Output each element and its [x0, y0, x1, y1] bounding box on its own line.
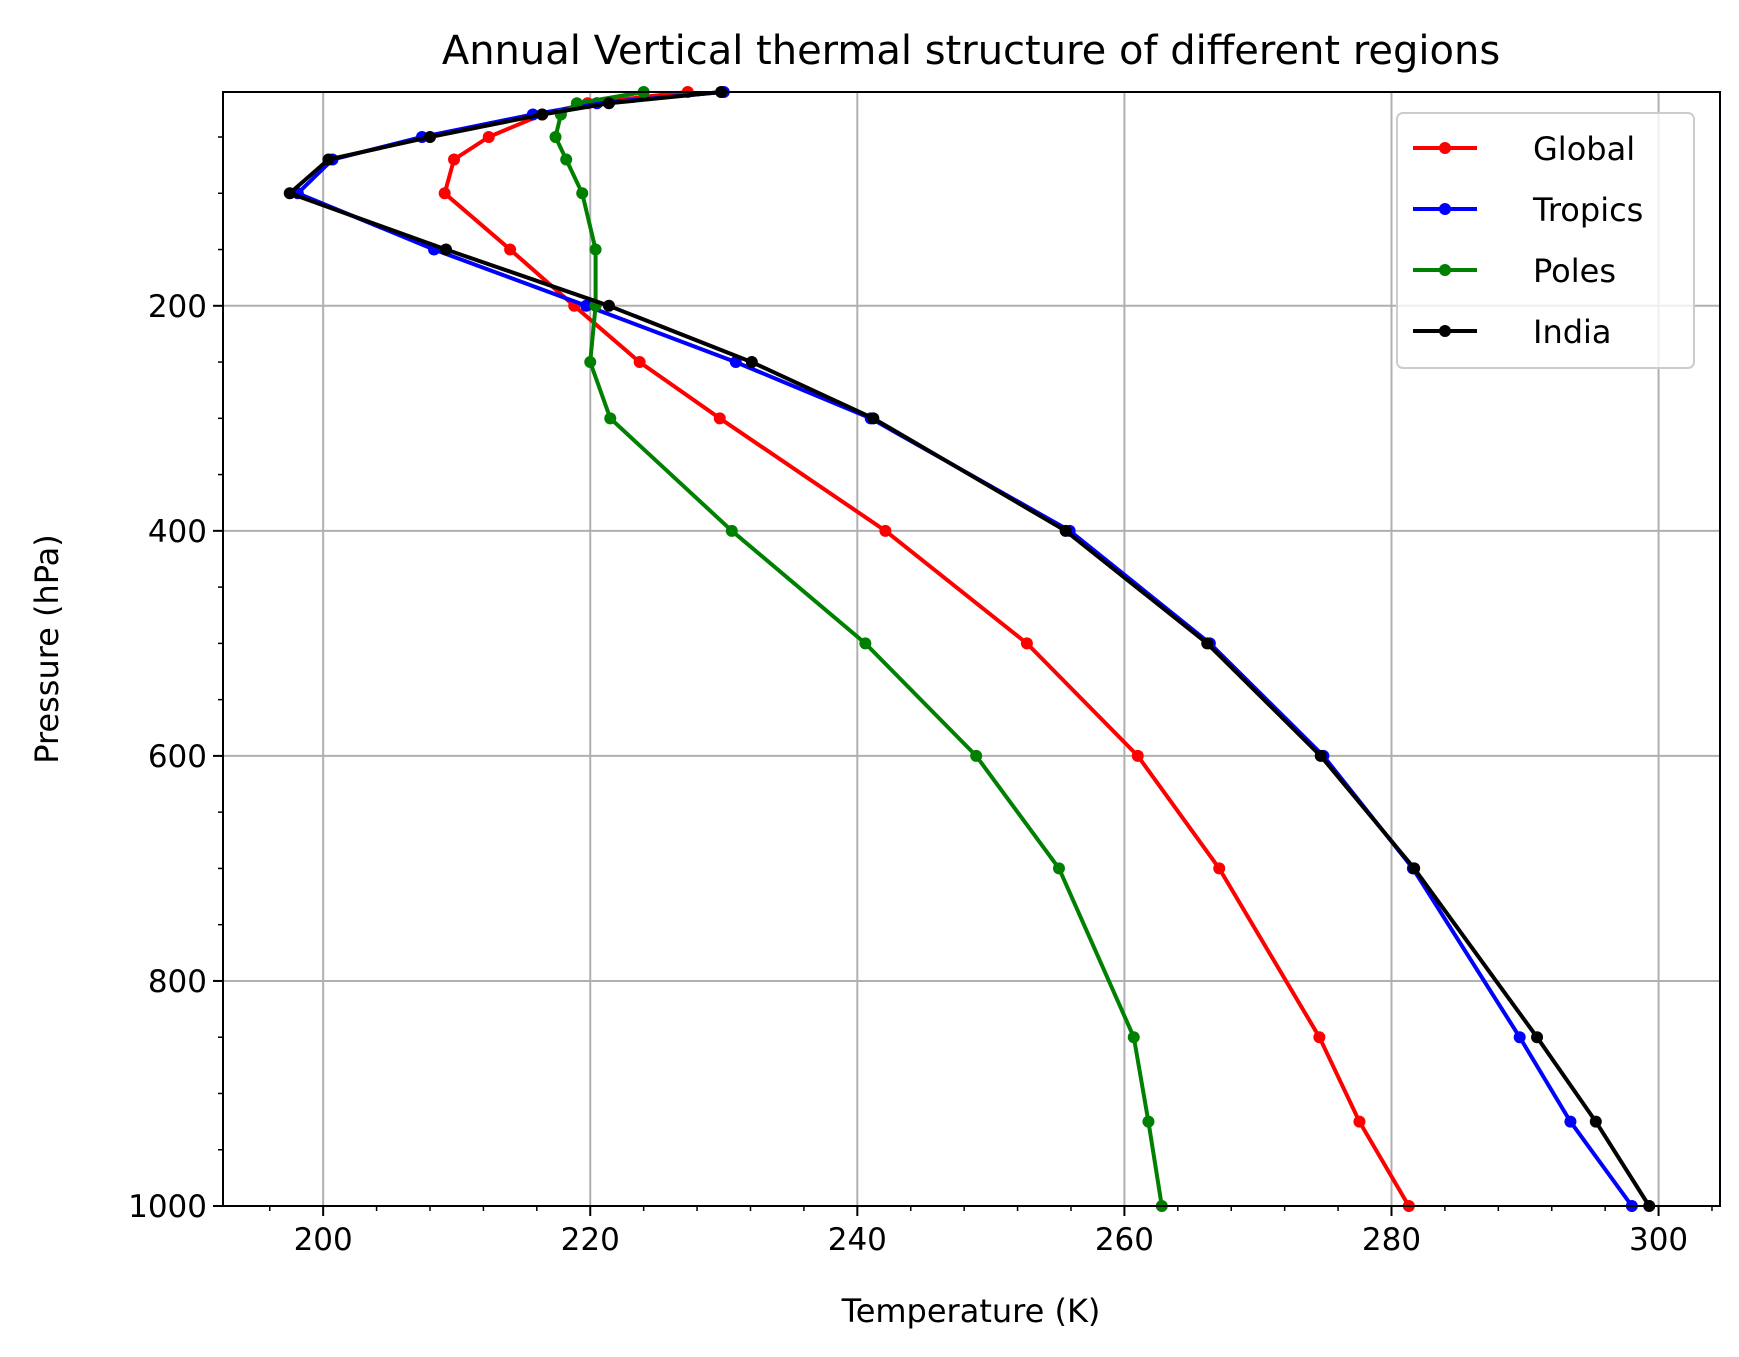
y-tick-label: 200 — [148, 289, 207, 325]
data-point-india — [602, 299, 615, 312]
data-point-india — [283, 187, 296, 200]
data-point-global — [1020, 637, 1033, 650]
plot-frame — [222, 91, 1721, 1207]
series-lines — [283, 86, 1656, 1212]
data-point-poles — [589, 243, 602, 256]
data-point-poles — [859, 637, 872, 650]
y-tick-label: 600 — [148, 739, 207, 775]
series-line-poles — [553, 90, 1164, 1207]
legend-label-tropics: Tropics — [1532, 191, 1643, 229]
data-point-poles — [1052, 862, 1065, 875]
x-tick-label: 260 — [1095, 1222, 1154, 1258]
legend-marker-global — [1439, 142, 1451, 154]
data-point-global — [448, 153, 461, 166]
x-tick-label: 280 — [1362, 1222, 1421, 1258]
data-point-india — [745, 356, 758, 369]
data-point-india — [536, 108, 549, 121]
data-point-global — [1313, 1031, 1326, 1044]
x-tick-label: 220 — [561, 1222, 620, 1258]
legend-marker-india — [1439, 325, 1451, 337]
data-point-global — [482, 131, 495, 144]
data-point-global — [879, 524, 892, 537]
legend-marker-poles — [1439, 264, 1451, 276]
data-point-global — [504, 243, 517, 256]
data-point-tropics — [580, 299, 593, 312]
data-point-global — [713, 412, 726, 425]
data-point-poles — [584, 356, 597, 369]
data-point-poles — [970, 749, 983, 762]
legend-marker-tropics — [1439, 203, 1451, 215]
data-point-poles — [604, 412, 617, 425]
x-tick-label: 240 — [828, 1222, 887, 1258]
data-point-india — [1531, 1031, 1544, 1044]
data-point-india — [1059, 524, 1072, 537]
data-point-india — [1314, 749, 1327, 762]
y-tick-label: 400 — [148, 514, 207, 550]
x-axis-label: Temperature (K) — [841, 1292, 1101, 1330]
data-point-poles — [1127, 1031, 1140, 1044]
data-point-poles — [1142, 1115, 1155, 1128]
data-point-global — [438, 187, 451, 200]
legend: Global Tropics Poles India — [1396, 112, 1695, 369]
data-point-poles — [725, 524, 738, 537]
y-axis-label: Pressure (hPa) — [28, 534, 66, 764]
data-point-india — [867, 412, 880, 425]
data-point-tropics — [1513, 1031, 1526, 1044]
data-point-poles — [549, 131, 562, 144]
data-point-poles — [576, 187, 589, 200]
data-point-india — [440, 243, 453, 256]
data-point-global — [1353, 1115, 1366, 1128]
data-point-tropics — [1564, 1115, 1577, 1128]
legend-label-global: Global — [1533, 130, 1635, 168]
axis-ticks: 200 220 240 260 280 300 200 400 600 800 1000 — [128, 136, 1713, 1258]
data-point-india — [423, 131, 436, 144]
data-point-india — [322, 153, 335, 166]
x-tick-label: 300 — [1629, 1222, 1688, 1258]
legend-label-india: India — [1533, 313, 1612, 351]
legend-label-poles: Poles — [1533, 252, 1616, 290]
y-tick-label: 1000 — [128, 1189, 207, 1225]
data-point-global — [1213, 862, 1226, 875]
data-point-india — [1589, 1115, 1602, 1128]
data-point-global — [633, 356, 646, 369]
data-point-global — [1131, 749, 1144, 762]
y-tick-label: 800 — [148, 964, 207, 1000]
data-point-india — [602, 97, 615, 110]
x-tick-label: 200 — [294, 1222, 353, 1258]
data-point-india — [1201, 637, 1214, 650]
legend-box — [1396, 112, 1695, 369]
chart-title: Annual Vertical thermal structure of dif… — [442, 28, 1500, 74]
data-point-poles — [560, 153, 573, 166]
data-point-india — [1408, 862, 1421, 875]
